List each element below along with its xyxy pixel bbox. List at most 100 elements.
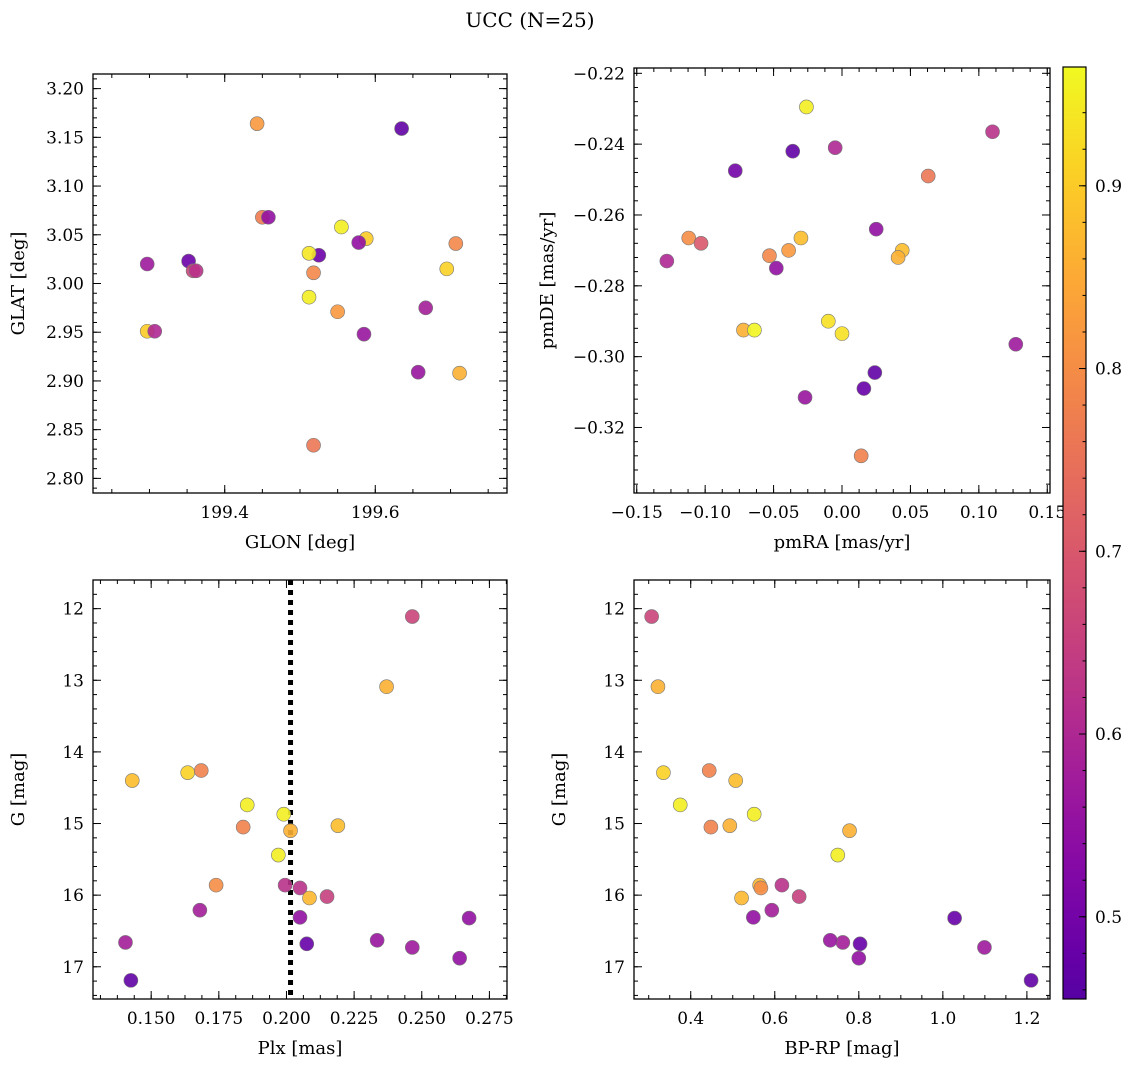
data-point bbox=[821, 313, 836, 329]
y-tick-label: 2.90 bbox=[46, 372, 84, 392]
data-point bbox=[118, 935, 133, 950]
data-point bbox=[299, 936, 315, 952]
data-point bbox=[452, 950, 467, 966]
x-tick-label: −0.05 bbox=[748, 503, 800, 523]
x-tick-label: −0.10 bbox=[679, 503, 731, 523]
x-tick-label: 0.00 bbox=[823, 503, 861, 523]
x-tick-label: 0.15 bbox=[1028, 503, 1066, 523]
ticks bbox=[93, 580, 507, 999]
x-axis-label: pmRA [mas/yr] bbox=[774, 532, 911, 553]
data-point bbox=[852, 936, 868, 952]
data-point bbox=[985, 124, 1000, 140]
y-tick-label: −0.26 bbox=[573, 206, 625, 226]
data-point bbox=[728, 773, 743, 788]
data-point bbox=[180, 765, 196, 780]
y-tick-label: 13 bbox=[62, 671, 84, 691]
x-tick-label: 0.10 bbox=[960, 503, 998, 523]
data-point bbox=[439, 261, 455, 277]
data-point bbox=[448, 236, 464, 251]
colorbar: 0.5 0.6 0.7 0.8 0.9 bbox=[1062, 66, 1122, 1000]
data-point bbox=[793, 230, 809, 246]
data-point bbox=[330, 304, 345, 320]
panel-pmra-pmde: −0.15 −0.10 −0.05 0.00 0.05 0.10 0.15 −0.32 −0.3… bbox=[537, 64, 1066, 553]
x-tick-label: 0.175 bbox=[194, 1009, 243, 1029]
data-point bbox=[306, 437, 321, 453]
panel-glon-glat: 199.4 199.6 2.80 2.85 2.90 2.95 3.00 3.05 3.10 3.… bbox=[8, 73, 508, 553]
data-point bbox=[379, 679, 394, 695]
y-axis-label: GLAT [deg] bbox=[8, 232, 29, 336]
data-point bbox=[656, 765, 671, 780]
data-point bbox=[461, 910, 477, 926]
data-point bbox=[271, 847, 286, 863]
y-tick-label: 3.00 bbox=[46, 275, 84, 295]
data-point bbox=[301, 289, 317, 305]
panel-plx-g: 0.150 0.175 0.200 0.225 0.250 0.275 12 13 14 15 16… bbox=[8, 579, 514, 1059]
x-tick-label: 0.8 bbox=[845, 1009, 872, 1029]
data-point bbox=[208, 877, 224, 893]
data-point bbox=[822, 932, 838, 948]
data-point bbox=[920, 168, 936, 184]
data-point bbox=[292, 880, 308, 896]
y-tick-label: 15 bbox=[62, 815, 84, 835]
y-tick-label: 2.80 bbox=[46, 469, 84, 489]
y-tick-label: 14 bbox=[603, 743, 625, 763]
data-point bbox=[762, 248, 777, 264]
data-point bbox=[753, 880, 769, 896]
data-point bbox=[410, 364, 426, 380]
data-point bbox=[703, 819, 719, 835]
data-point bbox=[306, 265, 321, 281]
y-tick-label: 16 bbox=[62, 886, 84, 906]
figure-title: UCC (N=25) bbox=[465, 8, 594, 32]
data-point bbox=[781, 243, 796, 258]
y-tick-label: 13 bbox=[603, 671, 625, 691]
data-point bbox=[301, 245, 317, 261]
data-point bbox=[319, 889, 335, 904]
data-point bbox=[834, 326, 850, 341]
y-tick-label: 17 bbox=[603, 958, 625, 978]
data-point bbox=[746, 910, 761, 925]
data-point bbox=[799, 99, 814, 115]
axes-frame bbox=[92, 579, 508, 1000]
data-point bbox=[842, 823, 857, 838]
scatter-points bbox=[118, 609, 477, 988]
data-point bbox=[659, 253, 675, 269]
data-point bbox=[193, 763, 209, 778]
data-point bbox=[747, 322, 762, 338]
y-tick-label: 12 bbox=[62, 600, 84, 620]
colorbar-gradient bbox=[1062, 66, 1087, 1000]
data-point bbox=[769, 260, 784, 276]
data-point bbox=[746, 806, 762, 822]
data-point bbox=[404, 940, 420, 955]
data-point bbox=[797, 390, 813, 405]
data-point bbox=[722, 818, 738, 833]
data-point bbox=[276, 806, 292, 822]
data-point bbox=[192, 902, 208, 918]
data-point bbox=[394, 121, 409, 136]
data-point bbox=[369, 932, 385, 948]
data-point bbox=[693, 236, 709, 251]
axes-frame bbox=[92, 73, 508, 494]
ticks bbox=[634, 580, 1050, 999]
data-point bbox=[727, 163, 743, 179]
data-point bbox=[147, 323, 163, 339]
data-point bbox=[418, 300, 434, 316]
y-tick-label: 14 bbox=[62, 743, 84, 763]
y-tick-label: 3.10 bbox=[46, 177, 84, 197]
data-point bbox=[830, 847, 846, 863]
data-point bbox=[404, 609, 420, 624]
colorbar-tick-label: 0.9 bbox=[1095, 177, 1122, 197]
x-tick-label: 0.225 bbox=[330, 1009, 379, 1029]
x-axis-label: BP-RP [mag] bbox=[784, 1038, 899, 1059]
data-point bbox=[650, 679, 666, 695]
data-point bbox=[701, 763, 717, 778]
y-tick-label: 3.20 bbox=[46, 80, 84, 100]
data-point bbox=[452, 365, 467, 381]
data-point bbox=[188, 263, 204, 279]
colorbar-tick-label: 0.6 bbox=[1095, 725, 1122, 745]
data-point bbox=[239, 797, 255, 813]
ticks bbox=[93, 74, 507, 493]
panel-bprp-g: 0.4 0.6 0.8 1.0 1.2 12 13 14 15 16 17 BP-RP [mag] G … bbox=[549, 579, 1051, 1059]
data-point bbox=[734, 890, 749, 906]
y-tick-label: 17 bbox=[62, 958, 84, 978]
